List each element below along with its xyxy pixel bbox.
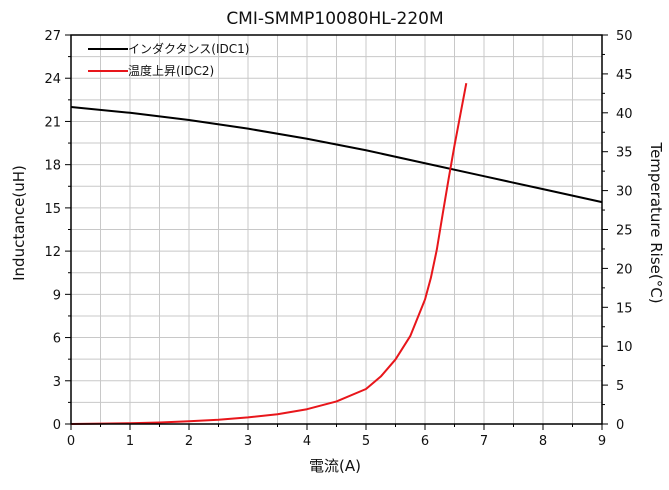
y-right-tick-label: 0: [616, 418, 624, 433]
y-right-tick-label: 25: [616, 224, 633, 239]
plot-frame: [70, 34, 603, 425]
x-tick-label: 1: [126, 434, 134, 449]
y-right-tick-label: 50: [616, 29, 633, 44]
series-lines: [70, 83, 603, 425]
y-left-tick-label: 24: [44, 72, 61, 87]
y-right-tick-label: 10: [616, 340, 633, 355]
x-tick-label: 2: [185, 434, 193, 449]
y-right-tick-label: 40: [616, 107, 633, 122]
x-tick-label: 3: [244, 434, 252, 449]
tick-marks: [65, 34, 608, 430]
legend-label-temperature: 温度上昇(IDC2): [128, 63, 214, 78]
x-tick-labels: 0 1 2 3 4 5 6 7 8 9: [67, 434, 606, 449]
y-right-axis-label: Temperature Rise(°C): [647, 141, 665, 303]
x-tick-label: 5: [362, 434, 370, 449]
y-left-tick-label: 27: [44, 29, 61, 44]
y-right-tick-label: 30: [616, 185, 633, 200]
y-left-tick-label: 6: [53, 332, 61, 347]
legend: インダクタンス(IDC1) 温度上昇(IDC2): [88, 41, 249, 78]
chart-title: CMI-SMMP10080HL-220M: [226, 9, 443, 29]
y-left-tick-label: 9: [53, 288, 61, 303]
x-tick-label: 6: [421, 434, 429, 449]
y-left-axis-label: Inductance(uH): [10, 165, 28, 281]
y-left-tick-label: 15: [44, 202, 61, 217]
y-right-tick-label: 5: [616, 379, 624, 394]
y-left-tick-label: 12: [44, 245, 61, 260]
x-tick-label: 4: [303, 434, 311, 449]
x-tick-label: 7: [480, 434, 488, 449]
x-tick-label: 8: [539, 434, 547, 449]
y-left-tick-label: 18: [44, 159, 61, 174]
y-right-tick-label: 20: [616, 262, 633, 277]
y-left-tick-label: 0: [53, 418, 61, 433]
y-right-tick-label: 45: [616, 68, 633, 83]
temperature-series-line: [70, 83, 468, 425]
x-tick-label: 9: [598, 434, 606, 449]
y-right-tick-labels: 0 5 10 15 20 25 30 35 40 45 50: [616, 29, 633, 433]
x-axis-label: 電流(A): [309, 457, 361, 475]
y-right-tick-label: 35: [616, 146, 633, 161]
y-left-tick-label: 21: [44, 115, 61, 130]
y-left-tick-labels: 0 3 6 9 12 15 18 21 24 27: [44, 29, 61, 433]
y-left-tick-label: 3: [53, 375, 61, 390]
grid-lines: [71, 35, 602, 424]
x-tick-label: 0: [67, 434, 75, 449]
legend-label-inductance: インダクタンス(IDC1): [128, 41, 249, 56]
inductance-series-line: [70, 106, 603, 204]
y-right-tick-label: 15: [616, 301, 633, 316]
